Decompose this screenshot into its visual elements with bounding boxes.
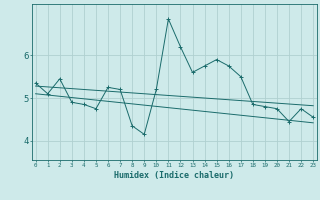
X-axis label: Humidex (Indice chaleur): Humidex (Indice chaleur) <box>115 171 234 180</box>
